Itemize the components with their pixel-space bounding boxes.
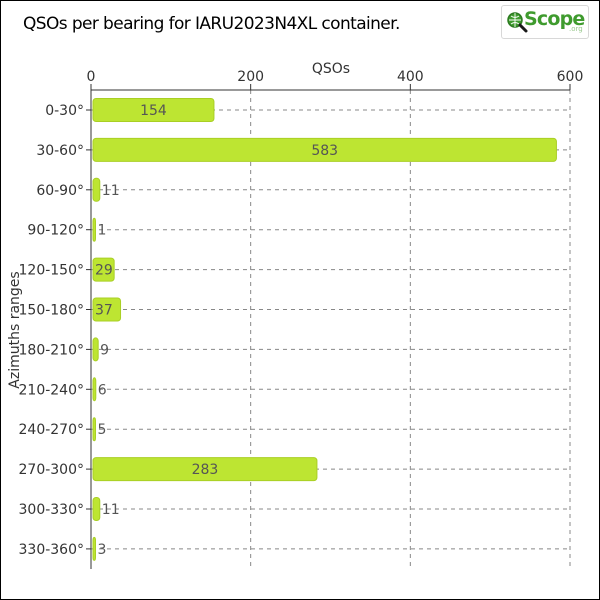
bar [92, 337, 99, 362]
logo-suffix: .org [569, 25, 583, 33]
bar [92, 417, 96, 442]
category-label: 240-270° [19, 422, 85, 438]
data-label: 1 [98, 223, 107, 239]
x-tick-label: 200 [237, 69, 264, 85]
x-axis-label: QSOs [312, 61, 350, 77]
magnifier-globe-icon [507, 12, 528, 33]
bar [92, 497, 101, 521]
y-axis-label: Azimuths ranges [7, 271, 23, 388]
data-label: 3 [98, 542, 107, 558]
data-label: 283 [192, 462, 219, 478]
data-label: 37 [95, 303, 113, 319]
axes: 0 200 400 600 0-30° 30-60° 60-90° 90-120° 120-15… [19, 69, 584, 569]
x-tick-label: 600 [557, 69, 584, 85]
logo-text: Scope [524, 8, 585, 30]
data-label: 11 [102, 502, 120, 518]
qscope-logo[interactable]: Scope .org [501, 5, 589, 39]
category-label: 120-150° [19, 263, 85, 279]
bar [92, 137, 557, 162]
category-label: 210-240° [19, 382, 85, 398]
bar [92, 177, 101, 202]
bar [92, 98, 215, 122]
category-label: 30-60° [36, 143, 84, 159]
data-label: 9 [100, 342, 109, 358]
category-label: 60-90° [36, 183, 84, 199]
data-label: 11 [102, 183, 120, 199]
chart-title: QSOs per bearing for IARU2023N4XL contai… [23, 14, 400, 34]
data-label: 29 [95, 263, 113, 279]
data-label: 5 [98, 422, 107, 438]
category-label: 270-300° [19, 462, 85, 478]
category-label: 0-30° [45, 103, 84, 119]
category-label: 150-180° [19, 303, 85, 319]
bar [92, 536, 96, 561]
bar [92, 257, 115, 282]
category-label: 300-330° [19, 502, 85, 518]
bar [92, 217, 96, 242]
category-label: 90-120° [27, 223, 84, 239]
bar [92, 297, 122, 322]
bar [92, 377, 97, 402]
category-label: 180-210° [19, 342, 85, 358]
data-label: 6 [98, 382, 107, 398]
data-label: 583 [311, 143, 338, 159]
x-tick-label: 0 [87, 69, 96, 85]
data-label: 154 [140, 103, 167, 119]
category-label: 330-360° [19, 542, 85, 558]
bar [92, 457, 318, 482]
x-tick-label: 400 [397, 69, 424, 85]
